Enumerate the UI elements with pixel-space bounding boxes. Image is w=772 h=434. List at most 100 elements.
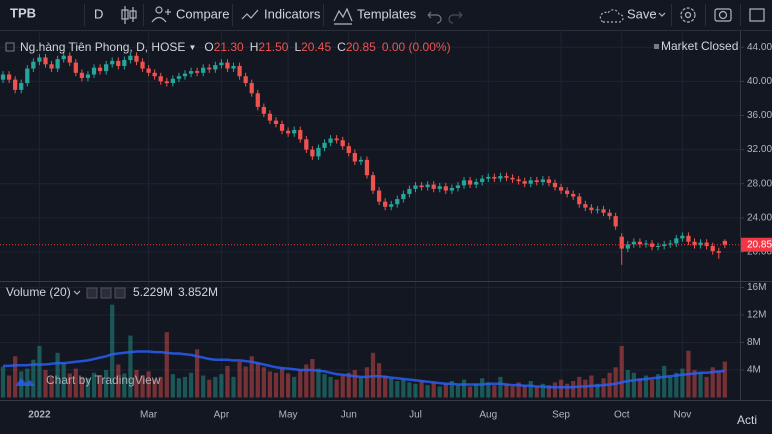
candle-body bbox=[201, 67, 206, 73]
volume-bar bbox=[498, 376, 503, 398]
screenshot-icon[interactable] bbox=[714, 8, 732, 22]
compare-icon[interactable] bbox=[151, 6, 171, 23]
candle-body bbox=[122, 60, 127, 66]
candle-body bbox=[128, 55, 133, 61]
legend-collapse[interactable] bbox=[5, 42, 15, 52]
price-pane bbox=[0, 52, 740, 265]
volume-bar bbox=[237, 361, 242, 398]
candle-body bbox=[140, 61, 145, 69]
candle-body bbox=[376, 190, 382, 202]
volume-bar bbox=[170, 374, 175, 398]
volume-bar bbox=[619, 345, 624, 398]
volume-bar bbox=[267, 371, 273, 398]
toolbar-bg bbox=[0, 0, 772, 30]
candle-body bbox=[395, 199, 400, 205]
candle-body bbox=[467, 180, 473, 185]
volume-bar bbox=[389, 378, 394, 398]
volume-bar bbox=[79, 376, 85, 398]
volume-bar bbox=[407, 382, 412, 398]
volume-bar bbox=[201, 375, 206, 398]
volume-bar bbox=[516, 382, 521, 398]
volume-bar bbox=[522, 385, 527, 398]
volume-bar bbox=[188, 372, 194, 398]
volume-bar bbox=[583, 379, 588, 398]
save-menu[interactable] bbox=[658, 12, 666, 17]
volume-bar bbox=[6, 375, 12, 398]
candle-body bbox=[558, 187, 564, 191]
settings-icon[interactable] bbox=[680, 7, 696, 23]
volume-bar bbox=[692, 370, 697, 398]
candle-body bbox=[625, 244, 630, 249]
candle-body bbox=[292, 129, 297, 134]
watermark: Chart by TradingView bbox=[15, 373, 161, 387]
candle-body bbox=[207, 67, 212, 70]
x-tick-label: Aug bbox=[479, 410, 497, 421]
candle-body bbox=[540, 179, 545, 183]
undo-icon[interactable] bbox=[427, 11, 442, 24]
volume-bar bbox=[31, 359, 36, 398]
candle-body bbox=[643, 243, 649, 245]
fullscreen-icon[interactable] bbox=[749, 8, 765, 22]
candle-body bbox=[25, 68, 30, 84]
legend-caret[interactable]: ▼ bbox=[188, 43, 196, 52]
interval[interactable]: D bbox=[94, 6, 103, 21]
volume-bar bbox=[595, 383, 600, 398]
candle-body bbox=[158, 76, 163, 82]
volume-bar bbox=[558, 379, 564, 398]
volume-bar bbox=[358, 376, 364, 398]
candle-body bbox=[164, 81, 169, 84]
candle-body bbox=[273, 120, 279, 125]
indicators-icon[interactable] bbox=[241, 9, 259, 20]
save-icon[interactable] bbox=[599, 9, 624, 23]
symbol[interactable]: TPB bbox=[10, 5, 36, 20]
templates-icon[interactable] bbox=[333, 7, 353, 25]
candle-body bbox=[352, 153, 357, 162]
volume-bar bbox=[601, 378, 606, 398]
volume-bar bbox=[643, 375, 649, 398]
volume-bar bbox=[486, 382, 491, 398]
volume-settings[interactable] bbox=[100, 287, 112, 299]
save-button[interactable]: Save bbox=[627, 6, 657, 21]
volume-bar bbox=[207, 379, 212, 398]
candle-body bbox=[304, 139, 309, 150]
candle-body bbox=[219, 62, 224, 66]
templates-button[interactable]: Templates bbox=[357, 6, 417, 21]
candle-body bbox=[455, 185, 461, 188]
candle-body bbox=[79, 72, 85, 78]
candle-body bbox=[6, 74, 12, 80]
candle-body bbox=[698, 242, 703, 246]
volume-bar bbox=[655, 374, 661, 398]
volume-eye[interactable] bbox=[86, 287, 98, 299]
volume-bar bbox=[334, 379, 339, 398]
compare-button[interactable]: Compare bbox=[176, 6, 229, 21]
candle-body bbox=[419, 185, 424, 188]
volume-bar bbox=[255, 363, 260, 398]
redo-icon[interactable] bbox=[448, 11, 463, 24]
volume-remove[interactable] bbox=[114, 287, 126, 299]
candle-body bbox=[73, 62, 78, 73]
candle-body bbox=[358, 159, 364, 162]
candle-body bbox=[19, 83, 24, 90]
chart-style-icon[interactable] bbox=[121, 6, 137, 24]
volume-bar bbox=[413, 383, 418, 398]
volume-bar bbox=[134, 370, 139, 398]
volume-bar bbox=[668, 376, 673, 398]
volume-bar bbox=[128, 335, 133, 398]
last-price-label: 20.85 bbox=[747, 239, 772, 250]
volume-bar bbox=[0, 366, 6, 398]
candle-body bbox=[595, 209, 600, 211]
legend-value: 20.45 bbox=[301, 40, 331, 54]
volume-menu[interactable] bbox=[73, 290, 81, 295]
volume-bar bbox=[316, 368, 321, 398]
volume-bar bbox=[376, 363, 382, 398]
volume-bar bbox=[395, 381, 400, 398]
y-tick-label: 32.00 bbox=[747, 144, 772, 155]
volume-bar bbox=[504, 383, 509, 398]
candle-body bbox=[97, 67, 103, 72]
watermark-text: Chart by TradingView bbox=[46, 373, 161, 387]
toolbar: TPB D Compare Indicators Templates Save bbox=[0, 0, 772, 31]
indicators-button[interactable]: Indicators bbox=[264, 6, 321, 21]
candle-body bbox=[655, 246, 661, 248]
legend-value: 20.85 bbox=[346, 40, 376, 54]
